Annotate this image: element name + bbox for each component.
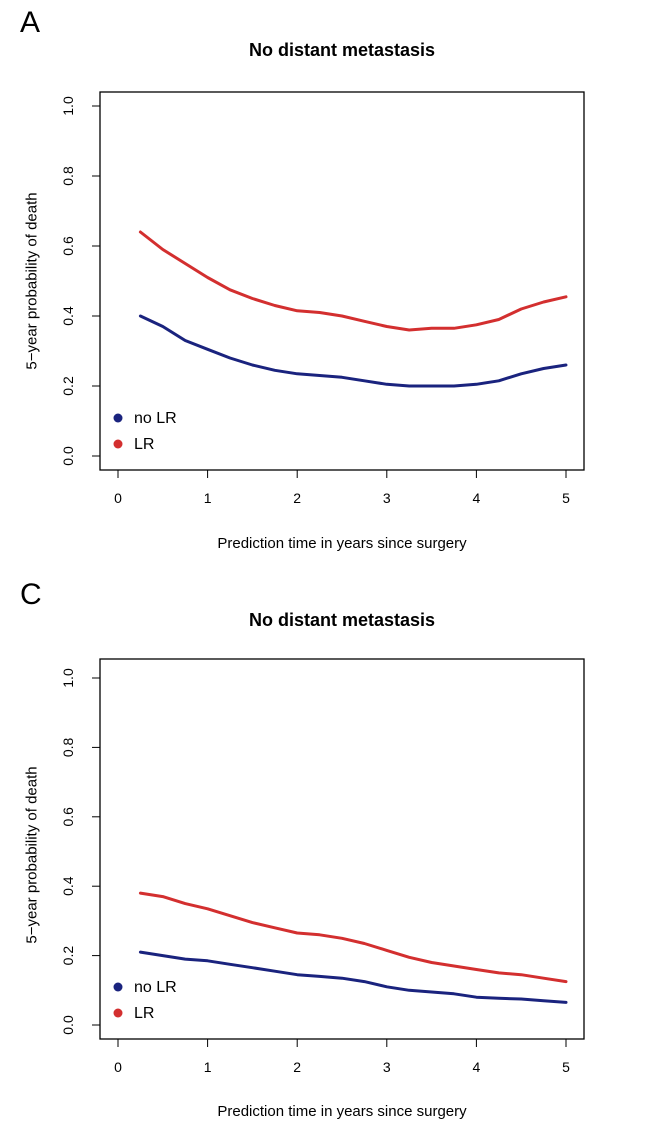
series-line-lr [138,230,568,332]
x-tick-label: 4 [473,1059,481,1075]
series-line-lr [138,891,568,984]
panel-c: C No distant metastasis 5−year probabili… [0,572,646,1137]
x-tick-label: 2 [293,1059,301,1075]
legend-label: no LR [134,979,177,996]
legend-marker [113,982,123,992]
y-tick-label: 0.2 [60,946,76,966]
panel-letter: C [20,578,42,611]
y-tick-label: 0.4 [60,306,76,326]
panel-a: A No distant metastasis 5−year probabili… [0,0,646,568]
y-tick-label: 0.6 [60,807,76,827]
series-line-no-lr [138,314,568,388]
x-axis-title: Prediction time in years since surgery [217,1103,467,1120]
x-tick-label: 4 [473,490,481,506]
x-tick-label: 5 [562,1059,570,1075]
y-tick-label: 0.8 [60,166,76,186]
x-tick-label: 0 [114,490,122,506]
y-tick-label: 0.6 [60,236,76,256]
legend-marker [113,413,123,423]
x-tick-label: 0 [114,1059,122,1075]
y-tick-label: 0.4 [60,876,76,896]
panel-letter: A [20,6,41,39]
line-chart-c: 0 1 2 3 4 5 0.0 0.2 0.4 0.6 0.8 1.0 no LR LR [60,658,585,1075]
y-tick-label: 0.8 [60,737,76,757]
y-tick-label: 0.2 [60,376,76,396]
y-tick-label: 0.0 [60,446,76,466]
x-tick-label: 3 [383,1059,391,1075]
line-chart-a: 0 1 2 3 4 5 0.0 0.2 0.4 0.6 0.8 1.0 no LR LR [60,91,585,506]
y-tick-label: 1.0 [60,668,76,688]
series-line-no-lr [138,950,568,1004]
chart-title: No distant metastasis [248,610,436,630]
legend-label: LR [134,436,154,453]
chart-title: No distant metastasis [248,40,436,60]
legend-marker [113,439,123,449]
legend-marker [113,1008,123,1018]
x-tick-label: 1 [204,1059,212,1075]
x-tick-label: 3 [383,490,391,506]
x-tick-label: 2 [293,490,301,506]
legend-label: LR [134,1005,154,1022]
x-tick-label: 1 [204,490,212,506]
y-tick-label: 1.0 [60,96,76,116]
legend-label: no LR [134,410,177,427]
x-axis-title: Prediction time in years since surgery [217,535,467,552]
x-tick-label: 5 [562,490,570,506]
y-tick-label: 0.0 [60,1015,76,1035]
